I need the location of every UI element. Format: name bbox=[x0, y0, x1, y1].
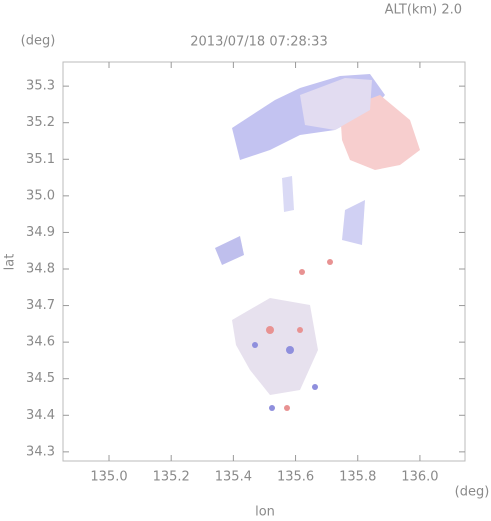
echo-mixed bbox=[232, 298, 318, 395]
y-axis-label: lat bbox=[3, 254, 18, 271]
radar-echoes bbox=[215, 74, 420, 411]
echo-blue bbox=[286, 346, 294, 354]
y-tick-label: 34.6 bbox=[26, 335, 55, 350]
echo-red bbox=[327, 259, 333, 265]
echo-mixed bbox=[300, 78, 372, 130]
y-tick-label: 35.2 bbox=[26, 115, 55, 130]
x-tick-label: 135.6 bbox=[277, 470, 314, 485]
y-tick-label: 34.8 bbox=[26, 261, 55, 276]
y-tick-label: 35.1 bbox=[26, 152, 55, 167]
altitude-label: ALT(km) 2.0 bbox=[385, 3, 462, 18]
echo-red bbox=[299, 269, 305, 275]
y-tick-label: 35.3 bbox=[26, 79, 55, 94]
y-tick-label: 34.9 bbox=[26, 225, 55, 240]
echo-blue bbox=[269, 405, 275, 411]
y-tick-label: 34.7 bbox=[26, 298, 55, 313]
y-unit: (deg) bbox=[21, 34, 56, 49]
echo-red bbox=[266, 326, 274, 334]
y-tick-label: 34.5 bbox=[26, 371, 55, 386]
echo-blue bbox=[342, 200, 365, 245]
echo-red bbox=[284, 405, 290, 411]
y-tick-label: 34.4 bbox=[26, 408, 55, 423]
echo-blue bbox=[215, 236, 244, 265]
echo-blue bbox=[312, 384, 318, 390]
x-tick-label: 135.4 bbox=[215, 470, 252, 485]
plot-frame bbox=[62, 61, 466, 462]
echo-blue bbox=[252, 342, 258, 348]
y-tick-label: 35.0 bbox=[26, 188, 55, 203]
x-tick-label: 135.0 bbox=[90, 470, 127, 485]
y-tick-label: 34.3 bbox=[26, 444, 55, 459]
echo-red bbox=[297, 327, 303, 333]
x-tick-label: 135.2 bbox=[153, 470, 190, 485]
x-tick-label: 135.8 bbox=[339, 470, 376, 485]
x-unit: (deg) bbox=[455, 485, 490, 500]
echo-blue bbox=[282, 176, 294, 212]
x-axis-label: lon bbox=[255, 505, 275, 520]
x-tick-label: 136.0 bbox=[401, 470, 438, 485]
chart-title: 2013/07/18 07:28:33 bbox=[190, 35, 327, 50]
